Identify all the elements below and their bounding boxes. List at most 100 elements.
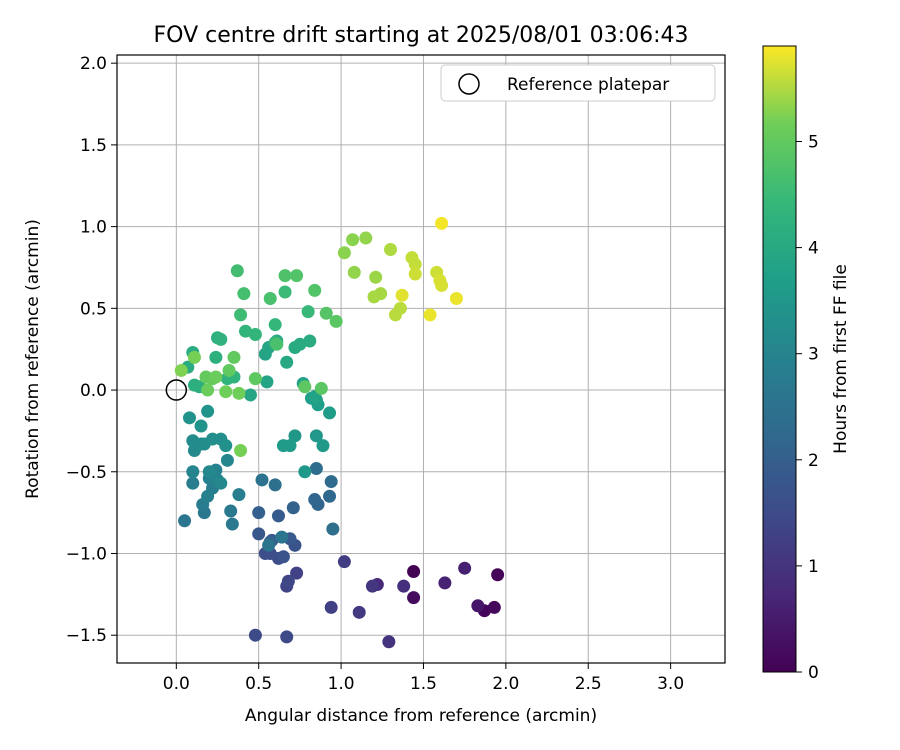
data-point (337, 246, 351, 260)
data-point (438, 576, 452, 590)
x-tick-label: 0.0 (163, 674, 190, 694)
data-point (314, 381, 328, 395)
y-tick-label: 1.0 (80, 218, 107, 238)
data-point (487, 600, 501, 614)
y-tick-label: −0.5 (66, 463, 107, 483)
y-tick-label: 1.5 (80, 136, 107, 156)
data-point (435, 216, 449, 230)
data-point (298, 465, 312, 479)
data-point (281, 574, 295, 588)
data-point (252, 506, 266, 520)
data-point (263, 292, 277, 306)
y-tick-label: 0.0 (80, 381, 107, 401)
data-point (255, 473, 269, 487)
x-axis-label: Angular distance from reference (arcmin) (245, 706, 597, 726)
data-point (309, 429, 323, 443)
colorbar-tick-label: 5 (808, 132, 819, 152)
data-point (326, 522, 340, 536)
reference-marker (165, 379, 188, 401)
data-point (323, 406, 337, 420)
colorbar-tick-label: 3 (808, 345, 819, 365)
data-point (407, 564, 421, 578)
x-axis-ticks: 0.0 0.5 1.0 1.5 2.0 2.5 3.0 (163, 663, 684, 694)
data-point (219, 385, 233, 399)
legend-label: Reference platepar (507, 75, 669, 95)
data-point (408, 257, 422, 271)
data-point (384, 242, 398, 256)
data-point (201, 489, 215, 503)
y-tick-label: 0.5 (80, 299, 107, 319)
colorbar-label: Hours from first FF file (831, 264, 851, 454)
data-point (209, 350, 223, 364)
data-point (324, 475, 338, 489)
data-point (369, 270, 383, 284)
data-point (187, 350, 201, 364)
data-point (232, 386, 246, 400)
data-point (278, 269, 292, 283)
data-point (239, 324, 253, 338)
legend-box (440, 64, 716, 102)
y-tick-label: −1.0 (66, 544, 107, 564)
data-point (449, 292, 463, 306)
data-point (316, 439, 330, 453)
data-point (252, 527, 266, 541)
data-point (286, 501, 300, 515)
x-tick-label: 2.5 (575, 674, 602, 694)
data-point (319, 306, 333, 320)
data-point (222, 363, 236, 377)
data-point (393, 301, 407, 315)
grid (117, 55, 725, 663)
data-point (288, 429, 302, 443)
data-point (309, 462, 323, 476)
data-point (382, 635, 396, 649)
data-point (268, 318, 282, 332)
data-point (407, 591, 421, 605)
reference-platepar-point (165, 379, 188, 401)
x-tick-label: 0.5 (245, 674, 272, 694)
data-point (278, 285, 292, 299)
x-tick-label: 3.0 (657, 674, 684, 694)
y-axis-label: Rotation from reference (arcmin) (23, 219, 43, 499)
data-point (308, 283, 322, 297)
data-point (234, 308, 248, 322)
data-point (230, 264, 244, 278)
data-point (248, 628, 262, 642)
data-point (397, 579, 411, 593)
data-point (186, 465, 200, 479)
data-point (219, 439, 233, 453)
data-point (471, 599, 485, 613)
data-point (209, 370, 223, 384)
colorbar-tick-label: 2 (808, 451, 819, 471)
y-axis-ticks: −1.5 −1.0 −0.5 0.0 0.5 1.0 1.5 2.0 (66, 54, 117, 646)
data-point (323, 489, 337, 503)
data-point (270, 337, 284, 351)
data-point (359, 231, 373, 245)
data-point (435, 278, 449, 292)
data-point (214, 332, 228, 346)
colorbar-tick-label: 0 (808, 663, 819, 683)
data-point (365, 579, 379, 593)
y-tick-label: −1.5 (66, 626, 107, 646)
data-point (268, 478, 282, 492)
data-point (232, 488, 246, 502)
data-point (220, 453, 234, 467)
data-point (234, 444, 248, 458)
data-point (280, 355, 294, 369)
data-point (298, 380, 312, 394)
data-point (329, 314, 343, 328)
legend-reference-marker (458, 73, 480, 95)
data-point (248, 327, 262, 341)
data-point (280, 630, 294, 644)
data-point (352, 605, 366, 619)
data-point (201, 383, 215, 397)
data-point (491, 568, 505, 582)
x-tick-label: 2.0 (492, 674, 519, 694)
data-point (237, 287, 251, 301)
colorbar-tick-label: 4 (808, 239, 819, 259)
data-point (346, 233, 360, 247)
data-point (301, 305, 315, 319)
plot-frame (116, 54, 726, 664)
data-point (324, 600, 338, 614)
data-point (276, 550, 290, 564)
